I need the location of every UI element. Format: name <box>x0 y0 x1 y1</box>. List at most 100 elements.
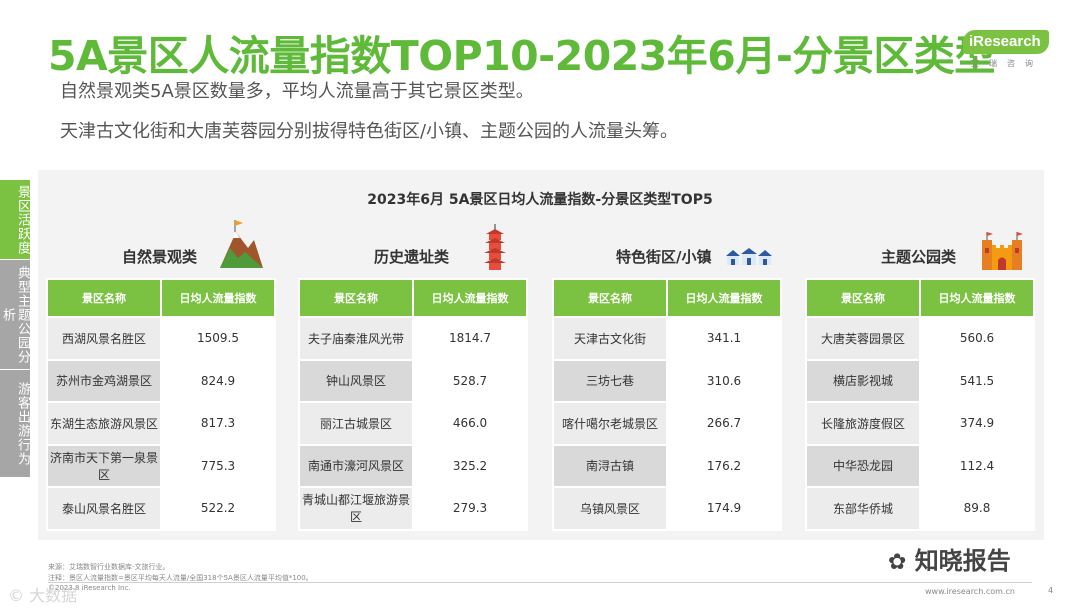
scenic-name: 东湖生态旅游风景区 <box>46 401 162 446</box>
index-value: 341.1 <box>666 316 782 361</box>
scenic-name: 青城山都江堰旅游景区 <box>298 486 414 531</box>
footer-divider <box>48 582 1032 583</box>
table-row: 南浔古镇 176.2 <box>552 443 782 488</box>
table-row: 青城山都江堰旅游景区 279.3 <box>298 486 528 531</box>
scenic-name: 天津古文化街 <box>552 316 668 361</box>
col-header-index: 日均人流量指数 <box>666 278 782 318</box>
definition-note: 注释：景区人流量指数=景区平均每天人流量/全国318个5A景区人流量平均值*10… <box>48 574 313 582</box>
table-row: 长隆旅游度假区 374.9 <box>805 401 1035 446</box>
index-value: 1509.5 <box>160 316 276 361</box>
index-value: 89.8 <box>919 486 1035 531</box>
street-town-table: 景区名称 日均人流量指数 天津古文化街 341.1 三坊七巷 310.6 喀什噶尔老… <box>552 278 782 531</box>
scenic-name: 苏州市金鸡湖景区 <box>46 358 162 403</box>
subtitle-2: 天津古文化街和大唐芙蓉园分别拔得特色街区/小镇、主题公园的人流量头筹。 <box>60 121 679 142</box>
copyright-note: ©2023.8 iResearch Inc. <box>48 584 131 592</box>
chart-title: 2023年6月 5A景区日均人流量指数-分景区类型TOP5 <box>367 192 713 208</box>
scenic-name: 南通市濠河风景区 <box>298 443 414 488</box>
group-street-town: 特色街区/小镇 景区名称 日均人流量指数 天津古文化街 341.1 三坊七巷 310… <box>552 238 782 531</box>
source-note: 来源：艾瑞数智行业数据库-文旅行业。 <box>48 563 170 571</box>
watermark: ✿ 知晓报告 <box>888 541 1011 576</box>
index-value: 325.2 <box>412 443 528 488</box>
scenic-name: 丽江古城景区 <box>298 401 414 446</box>
index-value: 279.3 <box>412 486 528 531</box>
index-value: 176.2 <box>666 443 782 488</box>
pagoda-icon <box>484 224 506 270</box>
table-row: 喀什噶尔老城景区 266.7 <box>552 401 782 446</box>
scenic-name: 大唐芙蓉园景区 <box>805 316 921 361</box>
scenic-name: 喀什噶尔老城景区 <box>552 401 668 446</box>
table-row: 东湖生态旅游风景区 817.3 <box>46 401 276 446</box>
col-header-name: 景区名称 <box>552 278 668 318</box>
group-label: 主题公园类 <box>881 248 957 266</box>
scenic-name: 钟山风景区 <box>298 358 414 403</box>
scenic-name: 三坊七巷 <box>552 358 668 403</box>
castle-icon <box>982 232 1023 270</box>
scenic-name: 南浔古镇 <box>552 443 668 488</box>
index-value: 374.9 <box>919 401 1035 446</box>
group-label: 自然景观类 <box>122 248 198 266</box>
scenic-name: 泰山风景名胜区 <box>46 486 162 531</box>
website-url: www.iresearch.com.cn <box>925 587 1015 596</box>
town-houses-icon <box>726 248 772 265</box>
col-header-name: 景区名称 <box>298 278 414 318</box>
table-row: 南通市濠河风景区 325.2 <box>298 443 528 488</box>
index-value: 174.9 <box>666 486 782 531</box>
scenic-name: 济南市天下第一泉景区 <box>46 443 162 488</box>
group-natural: 自然景观类 景区名称 日均人流量指数 西湖风景名胜区 1509.5 苏州市金鸡湖景… <box>46 220 276 531</box>
logo-subtitle: 艾瑞咨询 <box>971 59 1043 68</box>
side-tab-theme-park[interactable]: 典型主题公园分析 <box>0 260 30 370</box>
table-row: 济南市天下第一泉景区 775.3 <box>46 443 276 488</box>
index-value: 817.3 <box>160 401 276 446</box>
group-label: 历史遗址类 <box>374 248 450 266</box>
scenic-name: 夫子庙秦淮风光带 <box>298 316 414 361</box>
index-value: 1814.7 <box>412 316 528 361</box>
scenic-name: 长隆旅游度假区 <box>805 401 921 446</box>
table-row: 夫子庙秦淮风光带 1814.7 <box>298 316 528 361</box>
index-value: 466.0 <box>412 401 528 446</box>
table-row: 大唐芙蓉园景区 560.6 <box>805 316 1035 361</box>
index-value: 541.5 <box>919 358 1035 403</box>
group-historic: 历史遗址类 景区名称 日均人流量指数 夫子庙秦淮风光带 1814.7 钟山风景区 5… <box>298 224 528 531</box>
table-row: 丽江古城景区 466.0 <box>298 401 528 446</box>
index-value: 310.6 <box>666 358 782 403</box>
side-tabs: 景区活跃度 典型主题公园分析 游客出游行为 <box>0 180 30 478</box>
watermark-text: 知晓报告 <box>914 547 1011 575</box>
theme-park-table: 景区名称 日均人流量指数 大唐芙蓉园景区 560.6 横店影视城 541.5 长隆旅… <box>805 278 1035 531</box>
index-value: 824.9 <box>160 358 276 403</box>
index-value: 560.6 <box>919 316 1035 361</box>
table-row: 东部华侨城 89.8 <box>805 486 1035 531</box>
col-header-index: 日均人流量指数 <box>160 278 276 318</box>
index-value: 528.7 <box>412 358 528 403</box>
watermark-left: © 大数据 <box>8 586 78 605</box>
table-row: 泰山风景名胜区 522.2 <box>46 486 276 531</box>
side-tab-activity[interactable]: 景区活跃度 <box>0 180 30 260</box>
scenic-name: 东部华侨城 <box>805 486 921 531</box>
group-theme-park: 主题公园类 景区名称 日均人流量指数 大唐芙蓉园景区 560.6 横店影视城 541… <box>805 232 1035 531</box>
mountain-icon <box>220 220 263 268</box>
scenic-name: 乌镇风景区 <box>552 486 668 531</box>
iresearch-logo: iResearch 艾瑞咨询 <box>963 30 1059 70</box>
table-row: 三坊七巷 310.6 <box>552 358 782 403</box>
index-value: 266.7 <box>666 401 782 446</box>
table-row: 天津古文化街 341.1 <box>552 316 782 361</box>
col-header-index: 日均人流量指数 <box>919 278 1035 318</box>
page-number: 4 <box>1048 586 1054 595</box>
natural-table: 景区名称 日均人流量指数 西湖风景名胜区 1509.5 苏州市金鸡湖景区 824.9… <box>46 278 276 531</box>
index-value: 112.4 <box>919 443 1035 488</box>
subtitle-1: 自然景观类5A景区数量多，平均人流量高于其它景区类型。 <box>60 81 534 102</box>
wechat-icon: ✿ <box>888 550 907 575</box>
historic-table: 景区名称 日均人流量指数 夫子庙秦淮风光带 1814.7 钟山风景区 528.7 丽… <box>298 278 528 531</box>
table-row: 横店影视城 541.5 <box>805 358 1035 403</box>
index-value: 522.2 <box>160 486 276 531</box>
col-header-name: 景区名称 <box>46 278 162 318</box>
scenic-name: 横店影视城 <box>805 358 921 403</box>
col-header-name: 景区名称 <box>805 278 921 318</box>
side-tab-visitor-behavior[interactable]: 游客出游行为 <box>0 370 30 478</box>
logo-mark: iResearch <box>963 30 1049 54</box>
index-value: 775.3 <box>160 443 276 488</box>
table-row: 苏州市金鸡湖景区 824.9 <box>46 358 276 403</box>
scenic-name: 中华恐龙园 <box>805 443 921 488</box>
table-row: 西湖风景名胜区 1509.5 <box>46 316 276 361</box>
table-row: 钟山风景区 528.7 <box>298 358 528 403</box>
group-label: 特色街区/小镇 <box>616 248 712 266</box>
